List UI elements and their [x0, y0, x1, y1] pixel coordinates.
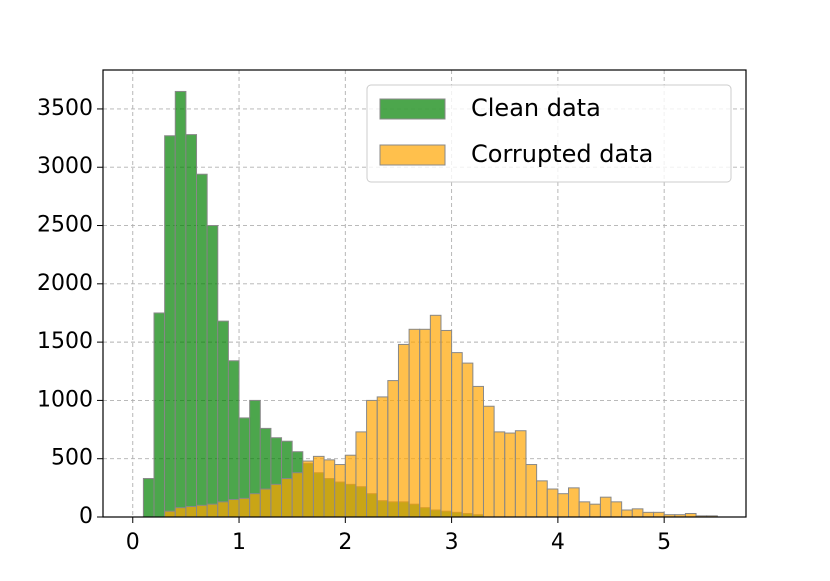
bar: [227, 499, 240, 518]
bar: [174, 507, 187, 518]
bar: [227, 360, 240, 518]
bar: [504, 432, 516, 518]
ticks: 0 1 2 3 4 5 0 500 1000 1500 2000 2500 3000 3500: [37, 96, 671, 555]
bar: [642, 511, 655, 518]
bar: [249, 493, 261, 518]
x-tick-label: 3: [445, 530, 459, 555]
bar: [206, 225, 219, 518]
y-tick-label: 500: [51, 446, 93, 471]
bar: [196, 504, 208, 518]
bar: [312, 455, 325, 518]
bar: [536, 480, 548, 518]
bar: [589, 503, 601, 518]
bar: [610, 501, 623, 518]
bar: [376, 396, 389, 518]
bar: [206, 503, 219, 518]
bar: [323, 459, 336, 518]
bar: [451, 352, 463, 518]
bar: [514, 430, 527, 518]
bar: [653, 511, 665, 518]
bar: [355, 431, 368, 518]
bar: [482, 405, 495, 518]
bar: [568, 487, 580, 518]
bar: [525, 464, 538, 518]
plot-frame: [102, 69, 747, 518]
bar: [281, 478, 293, 518]
bar: [270, 483, 283, 518]
legend-box: [366, 84, 732, 183]
y-tick-label: 2500: [37, 213, 93, 238]
bar: [291, 472, 304, 518]
bar: [408, 328, 421, 518]
bar: [142, 478, 155, 518]
bar: [196, 173, 208, 518]
bar: [366, 399, 378, 518]
bar: [599, 496, 612, 518]
legend: Clean data Corrupted data: [366, 84, 732, 183]
y-tick-label: 1000: [37, 387, 93, 412]
bar: [344, 454, 357, 518]
bar: [621, 509, 633, 518]
bar: [164, 135, 176, 518]
x-tick-label: 4: [551, 530, 565, 555]
bar: [546, 488, 559, 518]
bar: [185, 506, 198, 518]
bar: [164, 510, 176, 518]
legend-swatch: [379, 144, 446, 166]
y-tick-label: 2000: [37, 271, 93, 296]
bar: [174, 90, 187, 518]
bar: [461, 362, 474, 518]
x-tick-label: 1: [232, 530, 246, 555]
bars: [142, 90, 718, 518]
y-tick-label: 1500: [37, 329, 93, 354]
y-tick-label: 3500: [37, 96, 93, 121]
bar: [397, 343, 410, 518]
bar: [472, 385, 484, 518]
bar: [153, 312, 166, 518]
y-tick-label: 0: [79, 504, 93, 529]
bar: [631, 508, 644, 518]
bar: [578, 501, 591, 518]
bar: [493, 431, 506, 518]
x-tick-label: 5: [657, 530, 671, 555]
bar: [217, 320, 229, 518]
bar: [259, 488, 272, 518]
legend-swatch: [379, 98, 446, 120]
bar: [217, 501, 229, 518]
bar: [185, 134, 198, 518]
bar: [557, 493, 570, 518]
legend-label: Corrupted data: [471, 140, 653, 168]
bar: [429, 314, 442, 518]
bar: [238, 497, 251, 518]
bar: [334, 464, 346, 518]
bar: [387, 380, 399, 518]
x-tick-label: 0: [126, 530, 140, 555]
bar: [419, 328, 431, 518]
legend-label: Clean data: [471, 94, 601, 122]
bar: [440, 329, 453, 518]
x-tick-label: 2: [338, 530, 352, 555]
bar: [302, 460, 314, 518]
y-tick-label: 3000: [37, 154, 93, 179]
